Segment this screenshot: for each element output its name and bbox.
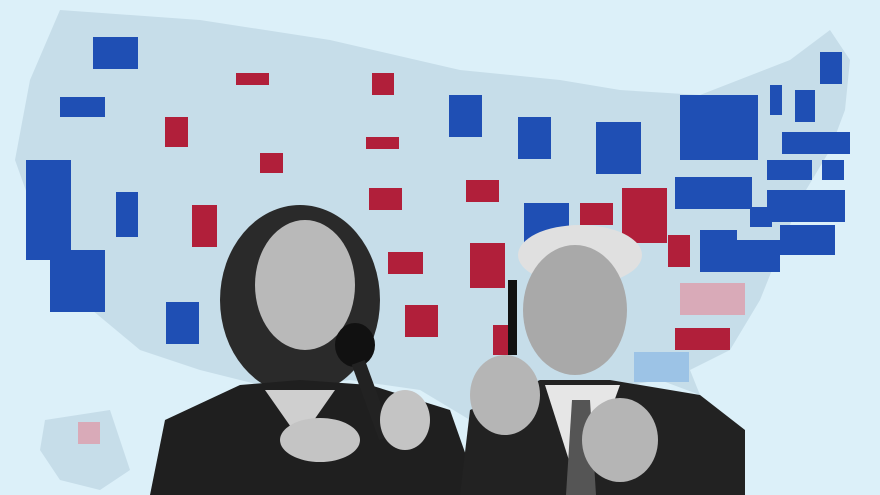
- blue-state-block: [449, 95, 482, 137]
- red-state-block: [622, 188, 667, 243]
- blue-state-block: [634, 352, 689, 382]
- alaska-silhouette: [40, 410, 130, 490]
- blue-state-block: [680, 95, 758, 160]
- blue-state-block: [596, 122, 641, 174]
- blue-state-block: [795, 90, 815, 122]
- blue-state-block: [700, 230, 737, 242]
- red-state-block: [236, 73, 269, 85]
- blue-state-block: [782, 132, 850, 154]
- state-blocks: [26, 37, 850, 444]
- blue-state-block: [675, 177, 752, 209]
- red-state-block: [260, 153, 283, 173]
- blue-state-block: [780, 225, 835, 255]
- blue-state-block: [93, 37, 138, 69]
- blue-state-block: [770, 85, 782, 115]
- red-state-block: [466, 180, 499, 202]
- red-state-block: [580, 203, 613, 225]
- blue-state-block: [50, 250, 105, 312]
- right-person-photo: [460, 225, 745, 495]
- red-state-block: [675, 328, 730, 350]
- red-state-block: [192, 205, 217, 247]
- red-state-block: [372, 73, 394, 95]
- blue-state-block: [767, 160, 812, 180]
- blue-state-block: [166, 302, 199, 344]
- red-state-block: [388, 252, 423, 274]
- blue-state-block: [822, 160, 844, 180]
- red-state-block: [366, 137, 399, 149]
- red-state-block: [165, 117, 188, 147]
- left-person-photo: [150, 205, 480, 495]
- blue-state-block: [767, 190, 845, 222]
- red-state-block: [78, 422, 100, 444]
- red-state-block: [405, 305, 438, 337]
- blue-state-block: [60, 97, 105, 117]
- blue-state-block: [820, 52, 842, 84]
- blue-state-block: [700, 240, 780, 272]
- red-state-block: [470, 243, 505, 288]
- blue-state-block: [750, 207, 772, 227]
- red-state-block: [680, 283, 745, 315]
- red-state-block: [668, 235, 690, 267]
- blue-state-block: [116, 192, 138, 237]
- red-state-block: [369, 188, 402, 210]
- blue-state-block: [26, 160, 71, 260]
- blue-state-block: [518, 117, 551, 159]
